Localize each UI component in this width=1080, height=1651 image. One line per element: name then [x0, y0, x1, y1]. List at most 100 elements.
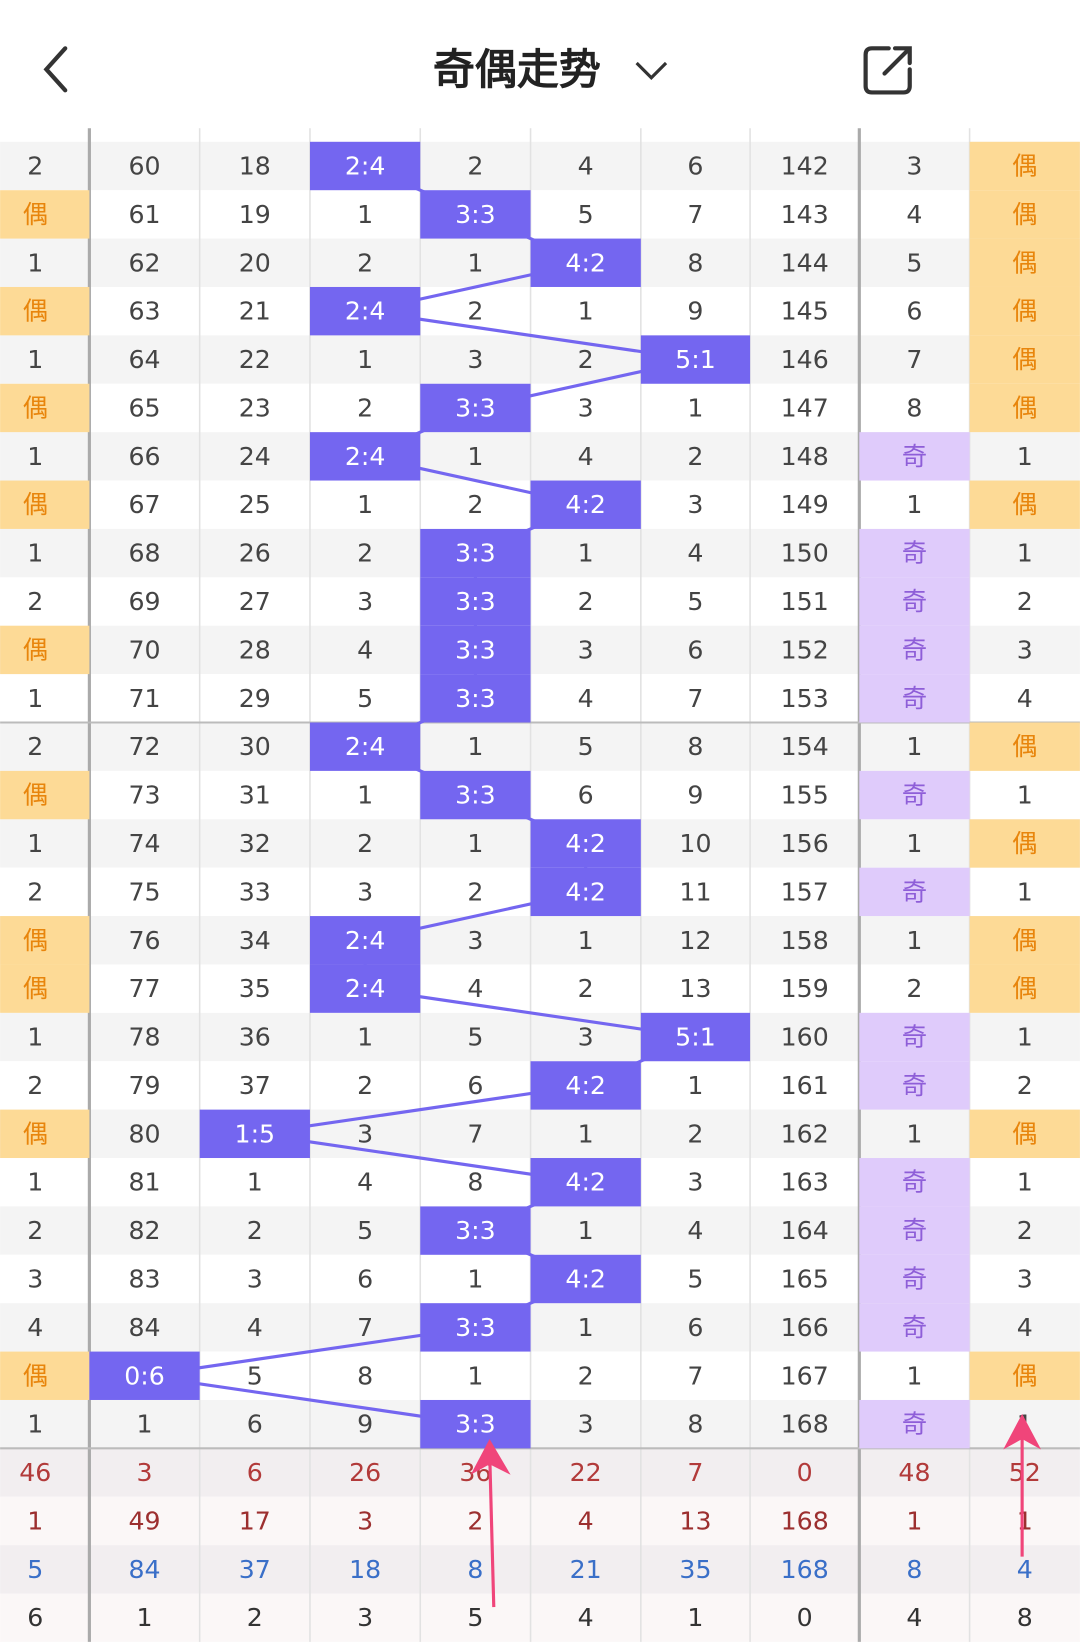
cell-text: 1 — [467, 248, 483, 277]
cell-text: 奇 — [902, 1410, 927, 1439]
cell-text: 6 — [687, 635, 703, 664]
cell-text: 4:2 — [565, 1264, 606, 1293]
ratio-cell — [309, 286, 421, 336]
cell-text: 165 — [781, 1264, 829, 1293]
even-cell — [0, 1109, 90, 1159]
cell-text: 156 — [781, 829, 829, 858]
cell-text: 偶 — [1012, 297, 1037, 326]
even-cell — [969, 1109, 1080, 1159]
cell-text: 3 — [687, 1168, 703, 1197]
cell-text: 149 — [781, 490, 829, 519]
stat-text: 0 — [797, 1603, 813, 1632]
title-dropdown[interactable] — [635, 61, 668, 80]
ratio-cell — [420, 383, 531, 433]
ratio-cell — [640, 1012, 751, 1062]
cell-text: 3 — [578, 635, 594, 664]
cell-text: 3 — [906, 151, 922, 180]
cell-text: 63 — [128, 297, 160, 326]
cell-text: 5 — [357, 684, 373, 713]
cell-text: 79 — [128, 1071, 160, 1100]
cell-text: 3:3 — [455, 1216, 496, 1245]
stat-text: 17 — [239, 1506, 271, 1535]
stat-text: 26 — [349, 1458, 381, 1487]
stat-text: 84 — [128, 1555, 160, 1584]
cell-text: 6 — [578, 781, 594, 810]
even-cell — [969, 190, 1080, 239]
stat-text: 18 — [349, 1555, 381, 1584]
row-bg — [0, 190, 1080, 239]
row-bg — [0, 722, 1080, 771]
cell-text: 1 — [27, 345, 43, 374]
cell-text: 5 — [906, 248, 922, 277]
cell-text: 159 — [781, 974, 829, 1003]
even-cell — [969, 1351, 1080, 1400]
cell-text: 4 — [247, 1313, 263, 1342]
cell-text: 68 — [128, 539, 160, 568]
ratio-cell — [530, 1061, 641, 1110]
stat-text: 52 — [1009, 1458, 1041, 1487]
ratio-cell — [420, 1399, 531, 1449]
cell-text: 1 — [247, 1168, 263, 1197]
cell-text: 偶 — [1012, 732, 1037, 761]
cell-text: 偶 — [1012, 829, 1037, 858]
cell-text: 77 — [128, 974, 160, 1003]
stat-text: 6 — [27, 1603, 43, 1632]
even-cell — [969, 819, 1080, 868]
cell-text: 3 — [578, 1023, 594, 1052]
cell-text: 1 — [467, 1361, 483, 1390]
odd-cell — [859, 625, 970, 675]
cell-text: 6 — [687, 151, 703, 180]
cell-text: 18 — [239, 151, 271, 180]
cell-text: 1 — [578, 926, 594, 955]
even-cell — [969, 286, 1080, 336]
share-button[interactable] — [863, 46, 912, 95]
ratio-cell — [199, 1109, 310, 1159]
stat-text: 5 — [27, 1555, 43, 1584]
back-button[interactable] — [43, 46, 68, 93]
cell-text: 6 — [357, 1264, 373, 1293]
cell-text: 2 — [27, 151, 43, 180]
cell-text: 166 — [781, 1313, 829, 1342]
cell-text: 78 — [128, 1023, 160, 1052]
row-bg — [0, 286, 1080, 336]
even-cell — [0, 383, 90, 433]
cell-text: 4 — [578, 442, 594, 471]
odd-cell — [859, 1303, 970, 1352]
even-cell — [969, 335, 1080, 384]
odd-cell — [859, 770, 970, 820]
cell-text: 2 — [687, 1119, 703, 1148]
cell-text: 偶 — [1012, 151, 1037, 180]
cell-text: 1 — [27, 684, 43, 713]
odd-cell — [859, 1399, 970, 1449]
cell-text: 奇 — [902, 684, 927, 713]
cell-text: 1 — [357, 345, 373, 374]
cell-text: 82 — [128, 1216, 160, 1245]
cell-text: 1 — [906, 1361, 922, 1390]
cell-text: 1 — [687, 1071, 703, 1100]
stat-text: 2 — [247, 1603, 263, 1632]
cell-text: 6 — [247, 1410, 263, 1439]
cell-text: 27 — [239, 587, 271, 616]
ratio-cell — [309, 432, 421, 481]
cell-text: 4:2 — [565, 877, 606, 906]
cell-text: 13 — [679, 974, 711, 1003]
cell-text: 偶 — [23, 490, 48, 519]
cell-text: 1 — [357, 1023, 373, 1052]
even-cell — [969, 480, 1080, 529]
even-cell — [0, 286, 90, 336]
cell-text: 35 — [239, 974, 271, 1003]
cell-text: 2:4 — [345, 297, 386, 326]
cell-text: 奇 — [902, 587, 927, 616]
cell-text: 0:6 — [124, 1361, 165, 1390]
cell-text: 偶 — [23, 393, 48, 422]
cell-text: 偶 — [1012, 974, 1037, 1003]
cell-text: 69 — [128, 587, 160, 616]
even-cell — [0, 480, 90, 529]
stat-text: 3 — [137, 1458, 153, 1487]
stat-text: 4 — [578, 1506, 594, 1535]
cell-text: 22 — [239, 345, 271, 374]
cell-text: 6 — [687, 1313, 703, 1342]
cell-text: 2:4 — [345, 926, 386, 955]
cell-text: 7 — [467, 1119, 483, 1148]
